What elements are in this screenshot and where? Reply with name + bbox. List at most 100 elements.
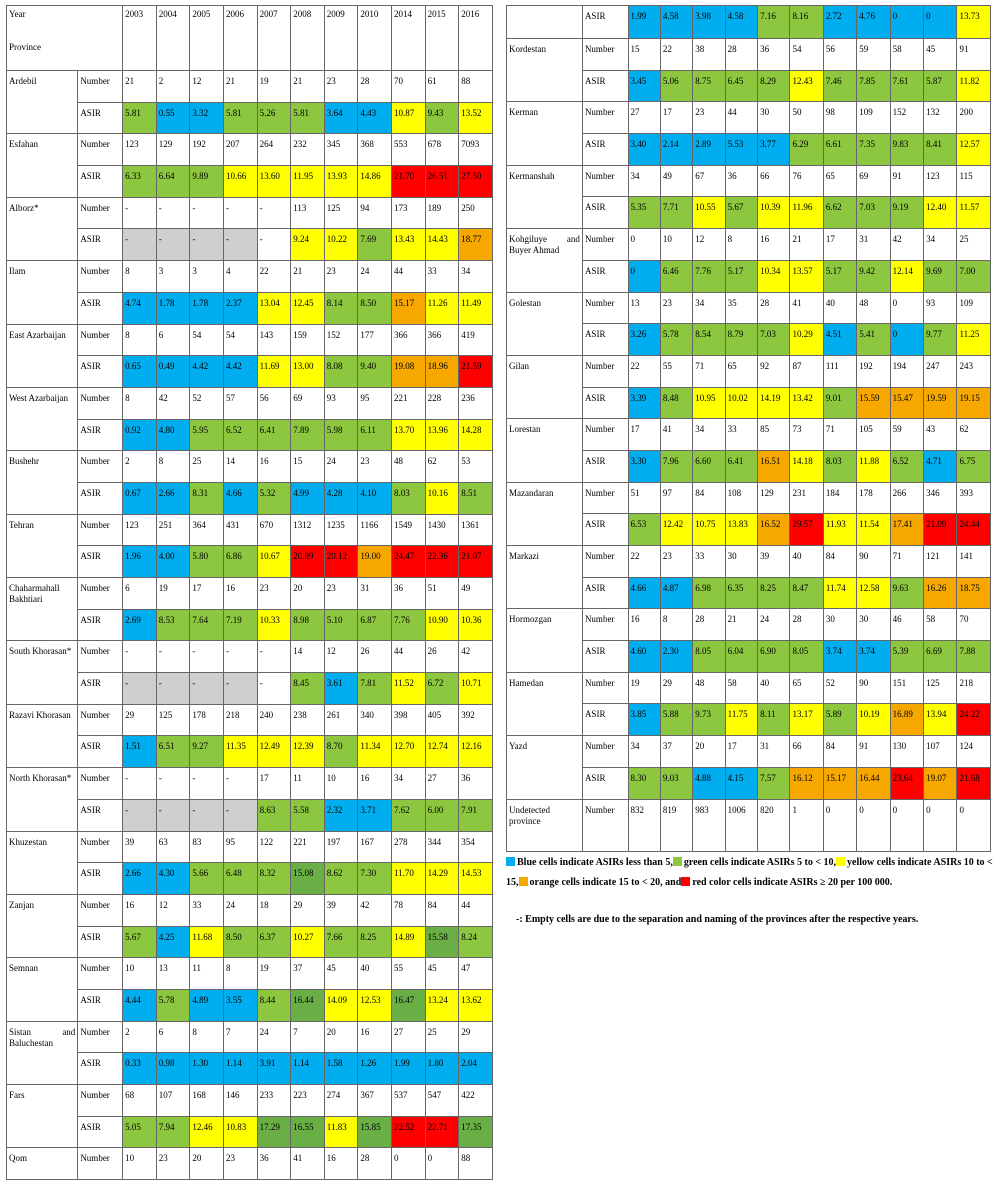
value-cell: - — [222, 767, 258, 800]
value-cell: 36 — [256, 1147, 292, 1181]
value-cell: 167 — [357, 830, 393, 864]
value-cell: 366 — [391, 323, 426, 357]
value-cell: 1166 — [357, 513, 393, 547]
value-cell: 91 — [889, 164, 925, 198]
value-cell: 22 — [659, 38, 694, 71]
value-cell: 8 — [122, 323, 157, 357]
value-cell: 40 — [789, 545, 824, 578]
value-cell: 168 — [189, 1084, 224, 1117]
value-cell: 0 — [889, 798, 925, 852]
value-cell: 11.93 — [822, 513, 858, 546]
table-row: ASIR - - - - -8.45 3.61 7.81 11.52 6.72 10.71 — [7, 672, 493, 705]
value-cell: 19.00 — [357, 545, 393, 578]
province-cell: Alborz* — [5, 196, 79, 262]
measure-cell: Number — [581, 228, 629, 261]
value-cell: 251 — [155, 513, 191, 547]
value-cell: 6.51 — [155, 735, 191, 769]
table-row: Gilan Number 22 55 71 65 92 87 111 192 194 247 243 — [506, 354, 991, 420]
value-cell: 1.99 — [391, 1052, 426, 1085]
value-cell: 6.52 — [889, 449, 925, 483]
value-cell: 24 — [222, 893, 258, 927]
table-row: Ilam Number 8 3 3 4 22 21 23 24 44 33 34 — [5, 260, 493, 325]
table-row: Markazi Number 22 23 33 30 39 40 84 90 71 121 141 — [506, 544, 991, 610]
value-cell: 65 — [724, 354, 759, 388]
value-cell: 4.60 — [627, 640, 661, 673]
blue-swatch-icon — [506, 857, 515, 866]
table-row: Kerman Number 27 17 23 44 30 50 98 109 152 132 200 — [506, 101, 991, 166]
value-cell: 71 — [889, 545, 925, 578]
measure-cell: Number — [77, 767, 124, 800]
value-cell: 4.99 — [290, 481, 325, 515]
table-row: ASIR 4.74 1.78 1.78 2.37 13.04 12.45 8.14 8.50 15… — [7, 291, 493, 325]
value-cell: 10.16 — [424, 481, 460, 515]
value-cell: 10 — [323, 767, 359, 800]
value-cell: 9.40 — [357, 355, 393, 388]
value-cell: 4.76 — [856, 5, 891, 39]
value-cell: 33 — [189, 893, 224, 927]
value-cell: 28 — [357, 1147, 393, 1181]
value-cell: 8.14 — [323, 291, 359, 325]
value-cell: 12.16 — [458, 735, 493, 769]
value-cell: 54 — [789, 38, 824, 71]
value-cell: 192 — [856, 354, 891, 388]
value-cell: 8.45 — [290, 672, 325, 705]
value-cell: 13 — [155, 957, 191, 990]
value-cell: 16.51 — [757, 449, 791, 483]
table-row: ASIR 3.26 5.78 8.54 8.79 7.03 10.29 4.51 5.41 0 9.… — [507, 323, 991, 356]
measure-cell: ASIR — [77, 291, 124, 325]
value-cell: 4.89 — [189, 988, 224, 1022]
value-cell: 13.60 — [256, 165, 292, 198]
value-cell: 95 — [357, 386, 393, 420]
value-cell: 10.02 — [724, 386, 759, 420]
value-cell: 10.39 — [757, 196, 791, 230]
value-cell: 84 — [822, 545, 858, 578]
value-cell: 16.44 — [856, 766, 891, 800]
value-cell: 18.96 — [424, 355, 460, 388]
value-cell: 5.17 — [822, 259, 858, 293]
measure-cell: ASIR — [77, 545, 124, 578]
measure-cell: ASIR — [581, 449, 629, 483]
table-row: Yazd Number 34 37 20 17 31 66 84 91 130 107 124 — [506, 735, 991, 800]
value-cell: 11.26 — [424, 291, 460, 325]
value-cell: 34 — [391, 767, 426, 800]
value-cell: 66 — [757, 164, 791, 198]
value-cell: 1430 — [424, 513, 460, 547]
value-cell: - — [122, 196, 157, 230]
province-cell: Mazandaran — [506, 481, 583, 547]
value-cell: 41 — [789, 291, 824, 325]
value-cell: 51 — [627, 481, 661, 515]
value-cell: 3.45 — [627, 69, 661, 103]
value-cell: 11.34 — [357, 735, 393, 769]
value-cell: 10.67 — [256, 545, 292, 578]
value-cell: 11.82 — [956, 69, 991, 103]
value-cell: 6 — [122, 577, 157, 610]
value-cell: 62 — [956, 418, 991, 451]
value-cell: 21.68 — [956, 766, 991, 800]
value-cell: 31 — [856, 228, 891, 261]
value-cell: 2.30 — [659, 640, 694, 673]
value-cell: 0.49 — [155, 355, 191, 388]
value-cell: 13.96 — [424, 418, 460, 452]
value-cell: 13.43 — [391, 228, 426, 262]
measure-cell: ASIR — [581, 703, 629, 737]
table-row: ASIR - - - -8.63 5.58 2.32 3.71 7.62 6.00 7.91 — [7, 798, 493, 832]
measure-cell: ASIR — [77, 862, 124, 895]
value-cell: 84 — [692, 481, 726, 515]
value-cell: 24.22 — [956, 703, 991, 737]
table-row: Razavi Khorasan Number 29 125 178 218 240 238 26… — [5, 703, 493, 769]
value-cell: 0 — [923, 798, 958, 852]
value-cell: 6.41 — [724, 449, 759, 483]
value-cell: 108 — [724, 481, 759, 515]
value-cell: 9.24 — [290, 228, 325, 262]
value-cell: 431 — [222, 513, 258, 547]
value-cell: 2.89 — [692, 133, 726, 166]
value-cell: 340 — [357, 703, 393, 737]
value-cell: 0 — [889, 291, 925, 325]
value-cell: 9.42 — [856, 259, 891, 293]
value-cell: 93 — [923, 291, 958, 325]
value-cell: 45 — [323, 957, 359, 990]
value-cell: 6.45 — [724, 69, 759, 103]
value-cell: 7.96 — [659, 449, 694, 483]
value-cell: 88 — [458, 70, 493, 103]
table-row: ASIR 3.39 8.48 10.95 10.02 14.19 13.42 9.01 15.5… — [507, 386, 991, 420]
